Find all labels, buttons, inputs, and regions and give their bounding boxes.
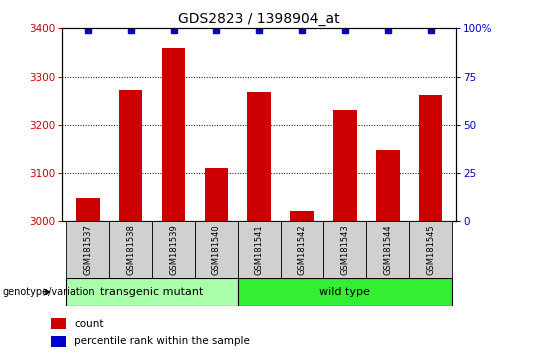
Title: GDS2823 / 1398904_at: GDS2823 / 1398904_at bbox=[178, 12, 340, 26]
Bar bbox=[247, 92, 271, 221]
Bar bbox=[161, 48, 185, 221]
Text: count: count bbox=[74, 319, 104, 329]
Text: GSM181542: GSM181542 bbox=[298, 224, 307, 275]
Text: GSM181545: GSM181545 bbox=[426, 224, 435, 275]
Bar bbox=[51, 318, 66, 329]
Bar bbox=[51, 336, 66, 347]
Bar bbox=[281, 221, 323, 278]
Bar bbox=[409, 221, 452, 278]
Bar bbox=[366, 221, 409, 278]
Text: GSM181537: GSM181537 bbox=[83, 224, 92, 275]
Bar bbox=[376, 150, 400, 221]
Bar bbox=[66, 221, 109, 278]
Bar bbox=[238, 221, 281, 278]
Bar bbox=[66, 278, 238, 306]
Bar bbox=[291, 211, 314, 221]
Bar bbox=[205, 168, 228, 221]
Text: GSM181541: GSM181541 bbox=[255, 224, 264, 275]
Bar bbox=[419, 95, 442, 221]
Text: GSM181540: GSM181540 bbox=[212, 224, 221, 275]
Bar bbox=[195, 221, 238, 278]
Bar bbox=[333, 110, 357, 221]
Text: GSM181539: GSM181539 bbox=[169, 224, 178, 275]
Text: genotype/variation: genotype/variation bbox=[3, 287, 96, 297]
Text: transgenic mutant: transgenic mutant bbox=[100, 287, 204, 297]
Bar bbox=[152, 221, 195, 278]
Text: GSM181544: GSM181544 bbox=[383, 224, 392, 275]
Bar bbox=[323, 221, 366, 278]
Bar bbox=[76, 198, 99, 221]
Bar bbox=[119, 90, 143, 221]
Text: GSM181538: GSM181538 bbox=[126, 224, 135, 275]
Bar bbox=[109, 221, 152, 278]
Bar bbox=[238, 278, 452, 306]
Text: wild type: wild type bbox=[320, 287, 370, 297]
Text: percentile rank within the sample: percentile rank within the sample bbox=[74, 336, 250, 346]
Text: GSM181543: GSM181543 bbox=[340, 224, 349, 275]
